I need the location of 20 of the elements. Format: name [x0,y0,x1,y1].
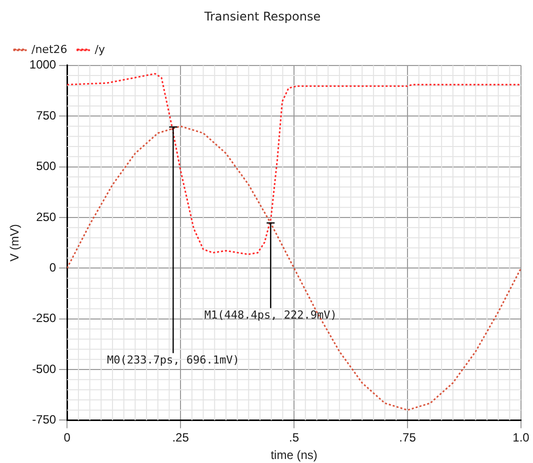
y-tick-label: -500 [32,362,56,376]
x-tick-label: .25 [172,430,190,445]
x-tick-label: 1.0 [512,430,530,445]
chart-title: Transient Response [203,9,321,24]
legend-label: /net26 [32,42,68,56]
y-tick-label: 500 [36,159,56,174]
x-tick-label: .5 [289,430,300,445]
y-tick-label: 0 [49,260,56,274]
y-tick-label: 1000 [29,58,56,72]
legend-label: /y [94,42,106,56]
y-tick-label: -250 [32,311,56,326]
x-tick-label: 0 [64,430,71,445]
y-tick-label: -750 [32,412,56,427]
annotation: M1(448.4ps, 222.9mV) [204,308,337,322]
x-axis-title: time (ns) [270,448,318,462]
annotation: M0(233.7ps, 696.1mV) [106,354,240,366]
y-axis-title: V (mV) [8,224,22,262]
x-tick-label: .75 [399,430,416,445]
y-tick-label: 250 [36,210,56,224]
y-tick-label: 750 [36,108,56,122]
